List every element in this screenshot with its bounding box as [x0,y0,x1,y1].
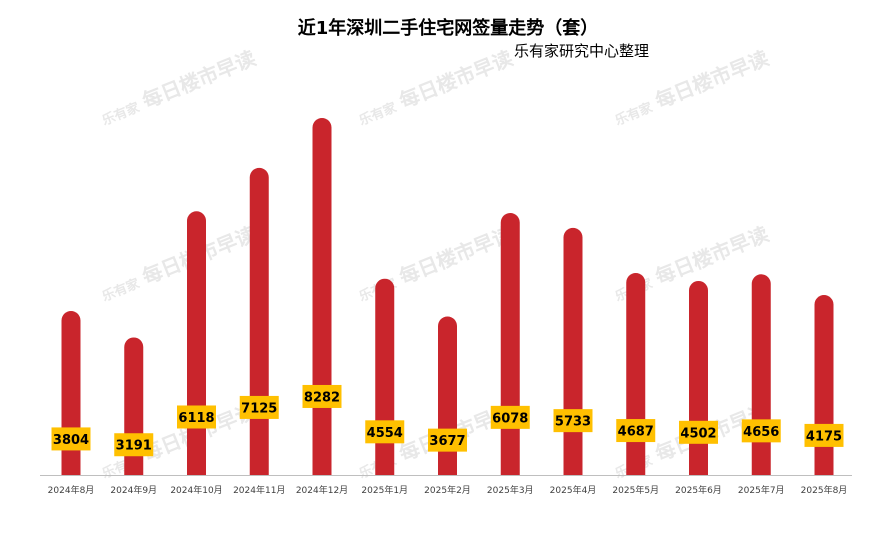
data-label-bg [51,427,91,451]
bar-2025年5月 [626,272,646,475]
data-label-bg [553,409,593,433]
bar-2025年8月 [814,295,834,475]
x-tick-label: 2024年10月 [170,484,222,496]
data-label-bg [428,428,467,452]
data-label-bg [365,420,405,444]
data-label-bg [490,405,530,429]
data-label-bg [741,419,781,443]
data-label: 4502 [680,426,716,441]
x-tick-label: 2024年8月 [48,484,95,496]
x-tick-label: 2025年1月 [361,484,408,496]
x-tick-label: 2025年8月 [801,484,848,496]
data-label: 4687 [618,425,654,440]
chart-subtitle: 乐有家研究中心整理 [514,42,650,60]
data-label-bg [616,419,656,443]
x-tick-label: 2025年5月 [612,484,659,496]
data-label: 7125 [241,401,277,416]
data-label-bg [114,433,154,457]
data-label-bg [177,405,216,429]
bar-2024年12月 [312,118,332,475]
chart-title: 近1年深圳二手住宅网签量走势（套） [297,18,599,39]
x-tick-label: 2024年11月 [233,484,285,496]
x-tick-label: 2025年6月 [675,484,722,496]
bar-2025年1月 [375,278,395,475]
data-label: 3804 [53,433,89,448]
x-tick-label: 2024年9月 [110,484,157,496]
data-label: 3677 [429,434,465,449]
data-label: 4554 [367,426,403,441]
data-label-bg [804,423,844,447]
bar-2025年3月 [500,213,520,476]
bar-2024年10月 [187,211,206,475]
data-label: 4656 [743,425,779,440]
data-label: 8282 [304,390,340,405]
bar-2025年4月 [563,227,583,475]
x-tick-label: 2025年3月 [487,484,534,496]
data-label: 4175 [806,429,842,444]
data-label-bg [679,420,718,444]
bar-2024年11月 [249,167,269,475]
data-label-bg [302,384,342,408]
data-label: 5733 [555,415,591,430]
bar-2025年7月 [751,274,771,475]
x-tick-label: 2024年12月 [296,484,348,496]
data-label: 3191 [116,439,152,454]
x-tick-label: 2025年4月 [550,484,597,496]
data-label: 6078 [492,411,528,426]
x-tick-label: 2025年7月 [738,484,785,496]
x-tick-label: 2025年2月 [424,484,471,496]
data-label: 6118 [178,411,214,426]
data-label-bg [239,395,279,419]
bar-2025年6月 [689,280,708,475]
